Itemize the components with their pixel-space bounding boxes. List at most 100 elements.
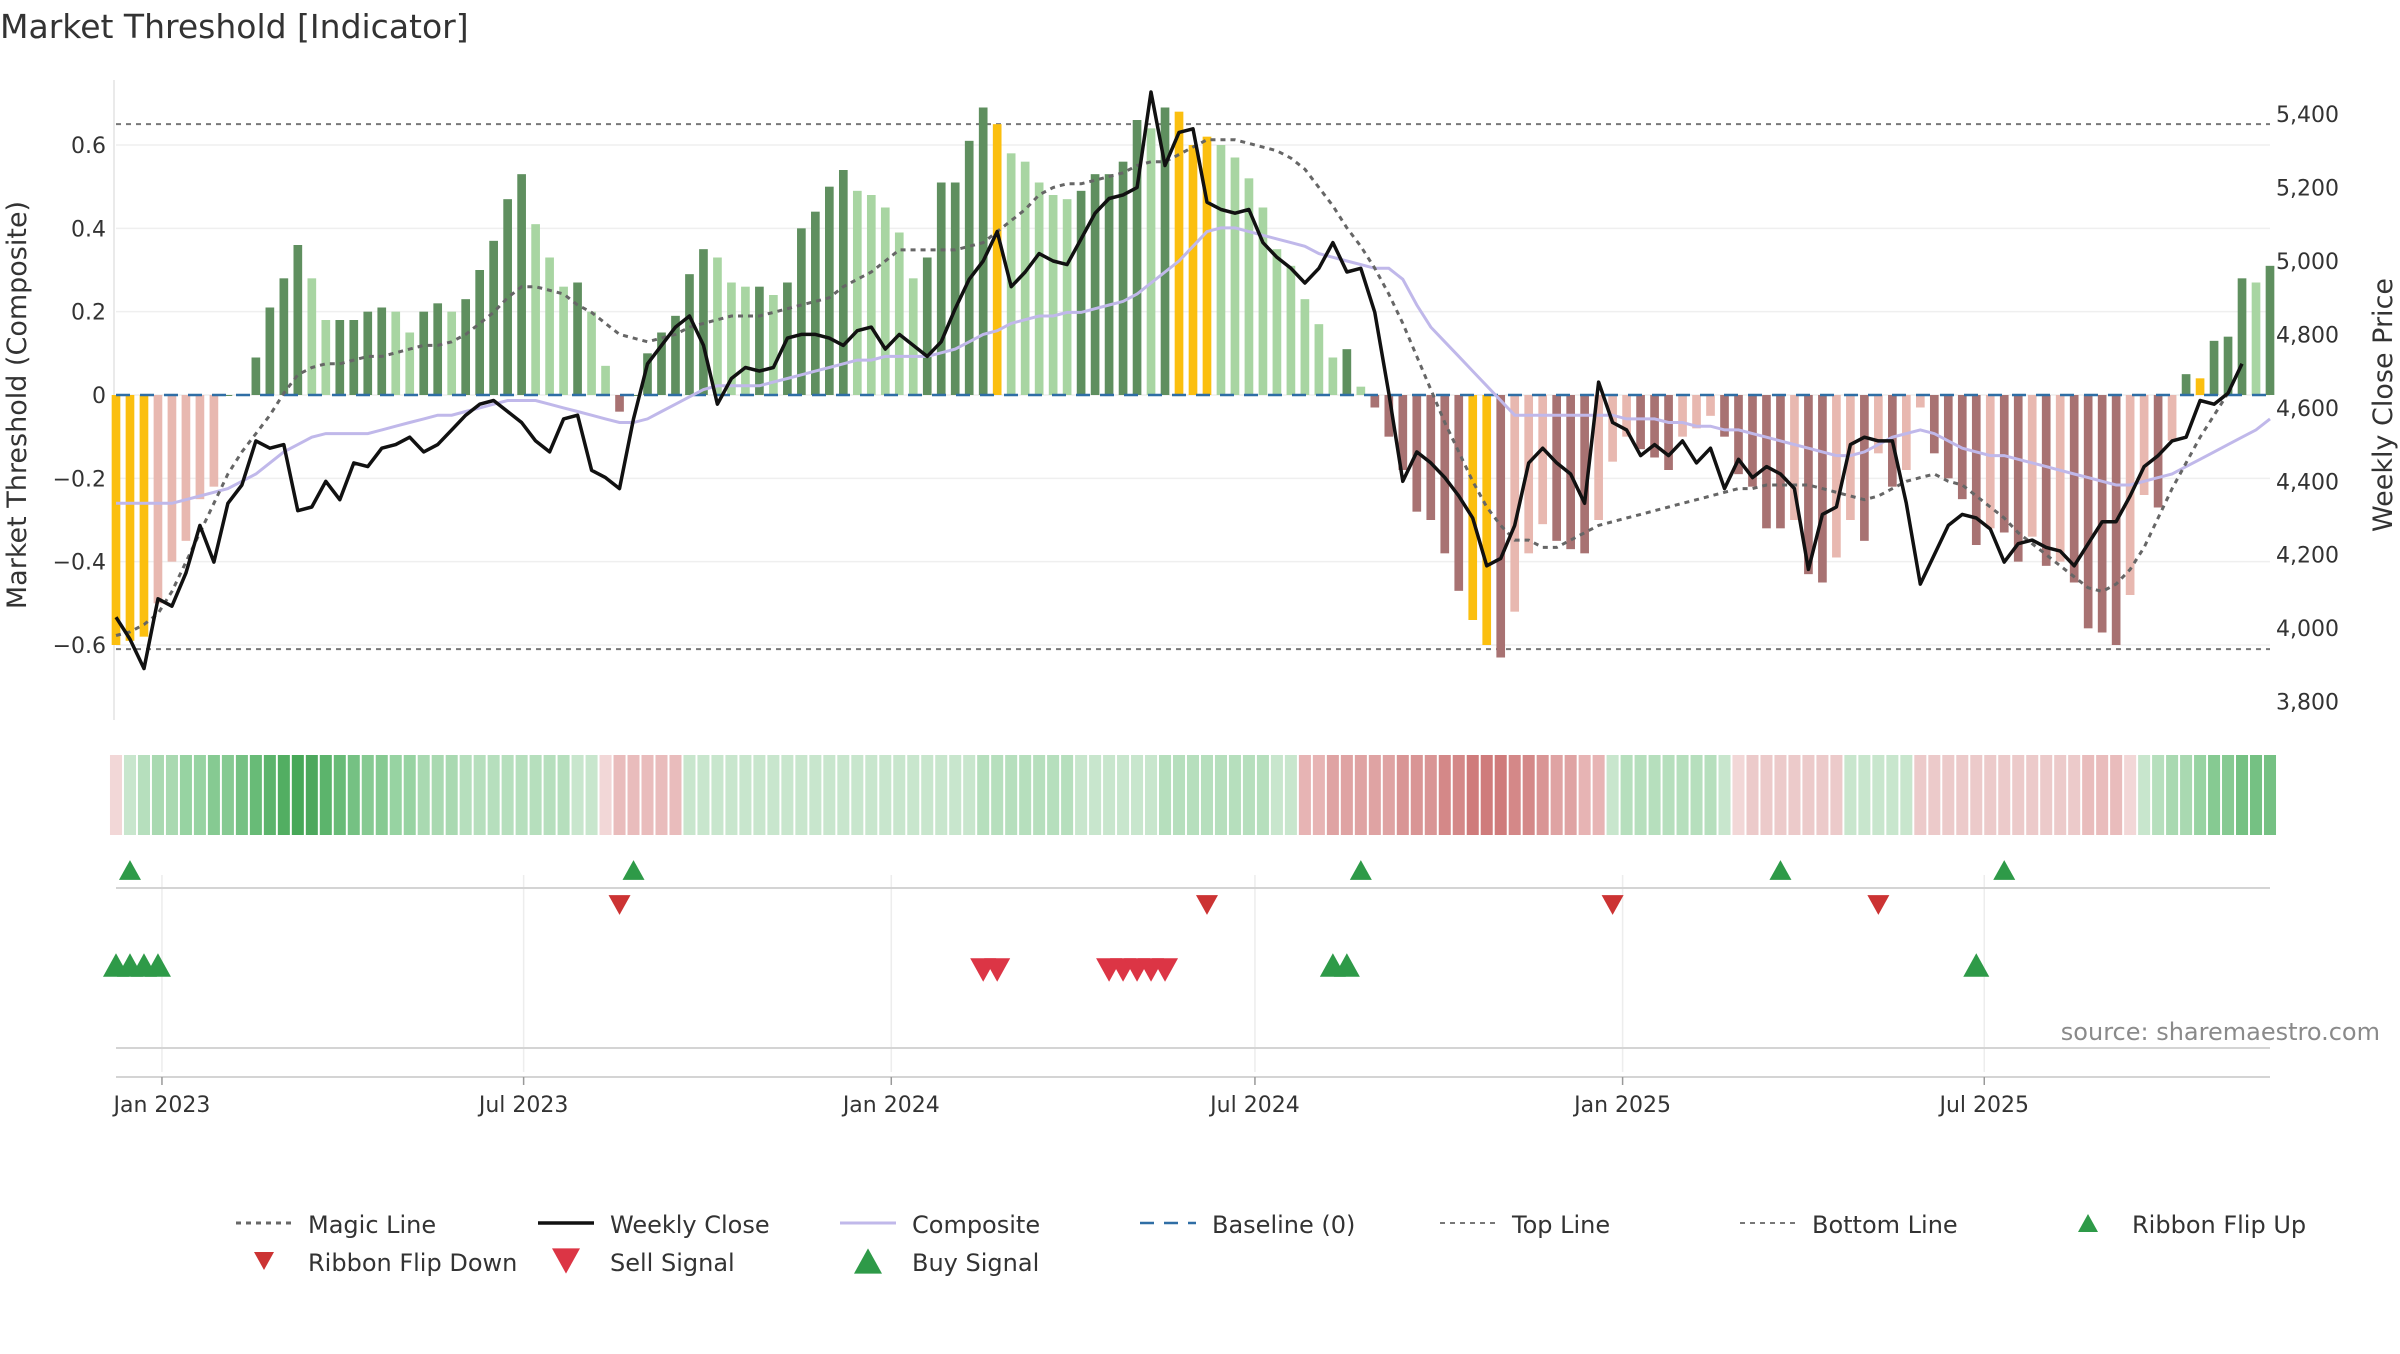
ribbon-cell [711, 755, 724, 835]
y-tick-label: −0.2 [53, 467, 106, 492]
ribbon-cell [1760, 755, 1773, 835]
ribbon-cell [1494, 755, 1507, 835]
y2-tick-label: 5,400 [2276, 103, 2339, 128]
ribbon-cell [2082, 755, 2095, 835]
composite-bar [139, 395, 149, 637]
ribbon-cell [263, 755, 276, 835]
ribbon-flip-up-marker [1349, 860, 1372, 880]
ribbon-cell [2263, 755, 2277, 835]
ribbon-cell [1928, 755, 1941, 835]
composite-bar [852, 190, 862, 395]
composite-bar [1943, 395, 1953, 479]
composite-bar [769, 295, 778, 395]
ribbon-cell [1186, 755, 1200, 835]
ribbon-cell [2152, 755, 2165, 835]
ribbon-cell [515, 755, 528, 835]
composite-bar [1230, 157, 1240, 395]
buy-signal-marker [144, 953, 171, 977]
ribbon-cell [1746, 755, 1759, 835]
composite-bar [908, 278, 918, 395]
ribbon-flip-down-marker [1195, 895, 1218, 915]
y2-axis-ticks: 3,800 4,000 4,200 4,400 4,600 4,800 5,000 5,200… [2276, 103, 2339, 716]
ribbon-cell [473, 755, 486, 835]
composite-bar [1552, 395, 1561, 541]
y2-axis-title: Weekly Close Price [2368, 278, 2399, 532]
ribbon-cell [1410, 755, 1423, 835]
ribbon-cell [1774, 755, 1787, 835]
composite-bar [1622, 395, 1631, 437]
ribbon-cell [137, 755, 150, 835]
composite-bar [601, 365, 610, 395]
ribbon-cell [1536, 755, 1549, 835]
ribbon-cell [1061, 755, 1074, 835]
sell-signal-marker [1152, 958, 1179, 982]
composite-bar [866, 195, 876, 395]
ribbon-cell [389, 755, 402, 835]
composite-bar [838, 170, 848, 395]
composite-bar [727, 282, 736, 395]
composite-bar [573, 282, 582, 395]
composite-bar [587, 311, 596, 395]
ribbon-flip-down-marker [608, 895, 631, 915]
buy-signal-marker [1333, 953, 1360, 977]
composite-bar [1356, 386, 1366, 395]
ribbon-cell [1368, 755, 1381, 835]
composite-bar [1202, 136, 1212, 395]
ribbon-cell [1648, 755, 1661, 835]
composite-bar [461, 299, 471, 395]
composite-bar [1846, 395, 1855, 520]
composite-bar [1440, 395, 1450, 554]
composite-bar [1020, 161, 1030, 395]
legend-swatch [254, 1252, 274, 1270]
ribbon-cell [1382, 755, 1395, 835]
composite-bar [2013, 395, 2023, 562]
ribbon-cell [2040, 755, 2053, 835]
ribbon-cell [1466, 755, 1479, 835]
composite-bar [1342, 349, 1352, 395]
ribbon-cell [1550, 755, 1563, 835]
composite-bar [321, 320, 331, 395]
ribbon-cell [2249, 755, 2263, 835]
ribbon-cell [1592, 755, 1605, 835]
composite-bar [1188, 145, 1198, 395]
legend-label: Composite [912, 1211, 1040, 1239]
ribbon-cell [669, 755, 682, 835]
ribbon-cell [165, 755, 178, 835]
ribbon-cell [1117, 755, 1130, 835]
composite-bar [825, 186, 834, 395]
ribbon-cell [599, 755, 612, 835]
composite-bar [741, 286, 750, 395]
composite-bar [2069, 395, 2079, 583]
composite-bar [2265, 265, 2275, 395]
composite-bar [1174, 111, 1184, 396]
ribbon-cell [501, 755, 514, 835]
y2-tick-label: 4,200 [2276, 544, 2339, 569]
ribbon-cell [851, 755, 864, 835]
composite-bar [1524, 395, 1534, 554]
composite-bar [2027, 395, 2037, 537]
ribbon-cell [795, 755, 808, 835]
ribbon-cell [2222, 755, 2235, 835]
ribbon-cell [403, 755, 416, 835]
ribbon-cell [641, 755, 654, 835]
composite-bar [643, 353, 652, 395]
ribbon-cell [1033, 755, 1046, 835]
composite-bar [517, 174, 526, 395]
ribbon-cell [753, 755, 766, 835]
ribbon-cell [2166, 755, 2179, 835]
composite-bar [1300, 299, 1310, 395]
composite-bar [671, 315, 680, 395]
composite-bar [1706, 395, 1715, 416]
ribbon-cell [1578, 755, 1591, 835]
ribbon-cell [1830, 755, 1843, 835]
composite-bar [1748, 395, 1757, 487]
composite-bar [978, 107, 988, 395]
ribbon-cell [893, 755, 906, 835]
composite-bar [335, 320, 345, 395]
ribbon-cell [585, 755, 598, 835]
composite-bar [1664, 395, 1673, 470]
x-tick-label: Jan 2025 [1572, 1093, 1671, 1118]
legend-item-bottomline: Bottom Line [1740, 1211, 1958, 1239]
ribbon-cell [417, 755, 430, 835]
